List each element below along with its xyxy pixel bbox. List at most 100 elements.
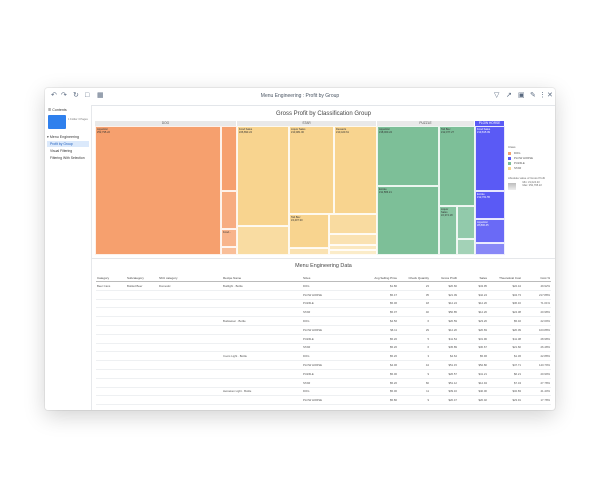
legend-item-star[interactable]: STAR [508,166,553,171]
table-cell: $31.96 [458,334,488,344]
treemap-tile[interactable]: Desserts ¥10,420.61 [334,126,377,214]
undo-icon[interactable]: ↶ [51,92,57,99]
export-icon[interactable]: ↗ [506,92,512,99]
column-header[interactable]: Category [96,274,126,282]
treemap-tile[interactable]: Food Sales ¥19,815.99 [475,126,505,191]
treemap-tile[interactable] [221,247,237,255]
treemap-tile[interactable]: Liquor Sales ¥2,374.18 [439,206,457,255]
table-cell: $20.66 [430,281,458,291]
column-header[interactable]: Sales [458,274,488,282]
table-row[interactable]: PUZZLE $5.20 5 $11.54 $31.96 $11.38 28.98% [96,334,551,344]
legend-item-puzzle[interactable]: PUZZLE [508,161,553,166]
table-cell: 6 [398,316,430,326]
column-header[interactable]: Subcategory [126,274,158,282]
legend-item-plowhorse[interactable]: PLOW HORSE [508,156,553,161]
table-cell: 26.48% [522,343,551,353]
table-row[interactable]: PLOW HORSE $5.47 35 $21.09 $42.24 $34.73 217.8… [96,290,551,300]
treemap-tile[interactable]: Tab Bev ¥12,077.27 [439,126,475,206]
table-row[interactable]: PLOW HORSE $6.11 29 $12.20 $20.69 $20.09 100.8… [96,325,551,335]
column-header[interactable]: SKU category [158,274,222,282]
document-icon[interactable]: □ [85,92,90,99]
legend-item-dog[interactable]: DOG [508,151,553,156]
treemap-tile[interactable] [329,250,377,255]
table-cell: $5.00 [364,369,398,379]
table-row[interactable]: STAR $5.20 66 $51.12 $12.94 $7.34 27.78% [96,378,551,388]
table-row[interactable]: Beer Cans Bottled Beer Domestic Budlight · … [96,281,551,291]
table-cell: $21.60 [488,343,522,353]
table-cell: 5 [398,334,430,344]
column-header[interactable]: Check Quantity [398,274,430,282]
treemap-tile[interactable]: Appetizer ¥52,795.22 [95,126,221,255]
treemap-tile[interactable] [457,239,475,255]
treemap-tile[interactable]: Tab Bev ¥4,407.30 [289,214,329,248]
table-cell: 71.01% [522,299,551,309]
table-cell: $20.47 [430,395,458,406]
treemap-tile[interactable] [221,191,237,229]
table-cell [126,360,158,370]
column-header[interactable]: Theoretical Cost [488,274,522,282]
table-row[interactable]: STAR $5.07 40 $50.85 $12.26 $24.38 20.98% [96,307,551,318]
treemap-tile[interactable]: Liquor Sales ¥13,981.00 [289,126,334,214]
table-row[interactable]: STAR $5.20 6 $45.89 $30.67 $21.60 26.48% [96,343,551,353]
table-row[interactable]: Coors Light · Bottle DOG $5.20 3 $4.62 $5.96 $… [96,351,551,362]
treemap-tile[interactable] [237,226,289,255]
sidebar-item-profit-by-group[interactable]: Profit by Group [47,141,89,147]
redo-icon[interactable]: ↷ [61,92,67,99]
group-header-puzzle[interactable]: PUZZLE [377,121,475,126]
table-cell [126,369,158,379]
table-cell: 23 [398,281,430,291]
treemap-tile[interactable]: Entrée ¥12,761.55 [475,191,505,219]
table-cell: $6.11 [364,325,398,335]
treemap-tile[interactable] [457,206,475,239]
folder-thumbnail[interactable] [48,115,66,129]
treemap-tile[interactable]: Entrée ¥11,586.21 [377,186,439,255]
edit-icon[interactable]: ✎ [530,92,536,99]
sidebar-header: ☰ Contents [48,108,67,112]
grid-icon[interactable]: ▦ [97,92,104,99]
group-header-star[interactable]: STAR [237,121,377,126]
table-cell [126,316,158,326]
table-row[interactable]: Heineken Light · Bottle DOG $5.00 11 $39.16 $… [96,387,551,397]
treemap-tile[interactable] [329,234,377,245]
treemap-tile[interactable] [289,248,329,255]
close-icon[interactable]: ✕ [547,92,553,99]
table-row[interactable]: PUZZLE $5.00 9 $26.57 $41.21 $6.21 20.99% [96,369,551,379]
more-icon[interactable]: ⋮ [539,92,546,99]
table-row[interactable]: Budweiser · Bottle DOG $4.56 6 $20.59 $23.26 $… [96,316,551,326]
table-cell: 35 [398,290,430,300]
column-header[interactable]: Cost % [522,274,551,282]
group-header-plowhorse[interactable]: PLOW HORSE [475,121,505,126]
treemap-tile[interactable]: Appetizer ¥8,806.45 [475,219,505,243]
treemap-tile[interactable] [475,243,505,255]
table-row[interactable]: PLOW HORSE $4.06 44 $51.15 $52.80 $47.71 140.7… [96,360,551,370]
table-cell [126,307,158,318]
column-header[interactable]: Sizes [302,274,364,282]
table-cell: Beer Cans [96,281,126,291]
filter-icon[interactable]: ▽ [494,92,500,99]
table-row[interactable]: PUZZLE $5.06 18 $12.24 $12.26 $36.16 71.01% [96,299,551,309]
column-header[interactable]: Avg Selling Price [364,274,398,282]
table-cell: Budweiser · Bottle [222,316,302,326]
sidebar-section-menu-engineering[interactable]: ▾ Menu Engineering [47,135,79,139]
table-row[interactable]: PLOW HORSE $5.80 9 $20.47 $20.02 $23.91 17.78% [96,395,551,406]
treemap-tile[interactable] [221,126,237,191]
column-header[interactable]: Gross Profit [430,274,458,282]
table-cell: $1.80 [364,281,398,291]
table-cell: PLOW HORSE [302,290,364,300]
treemap-tile[interactable]: Food... [221,229,237,247]
expand-icon[interactable]: ▣ [518,92,525,99]
legend-gradient-min: Min: ¥1,024.23 [522,180,540,184]
table-cell [158,325,222,335]
table-cell: $51.12 [430,378,458,388]
sidebar-item-visual-filtering[interactable]: Visual Filtering [50,149,73,153]
column-header[interactable]: Recipe Name [222,274,302,282]
contents-sidebar: ☰ Contents 1 Folder 3 Pages ▾ Menu Engin… [45,105,92,410]
treemap-tile[interactable]: Food Sales ¥26,893.24 [237,126,289,226]
table-cell: $43.95 [458,281,488,291]
treemap-tile[interactable] [329,245,377,250]
refresh-icon[interactable]: ↻ [73,92,79,99]
treemap-tile[interactable] [329,214,377,234]
group-header-dog[interactable]: DOG [95,121,237,126]
sidebar-item-filtering-with-selection[interactable]: Filtering With Selection [50,156,85,160]
treemap-tile[interactable]: Appetizer ¥18,000.24 [377,126,439,186]
